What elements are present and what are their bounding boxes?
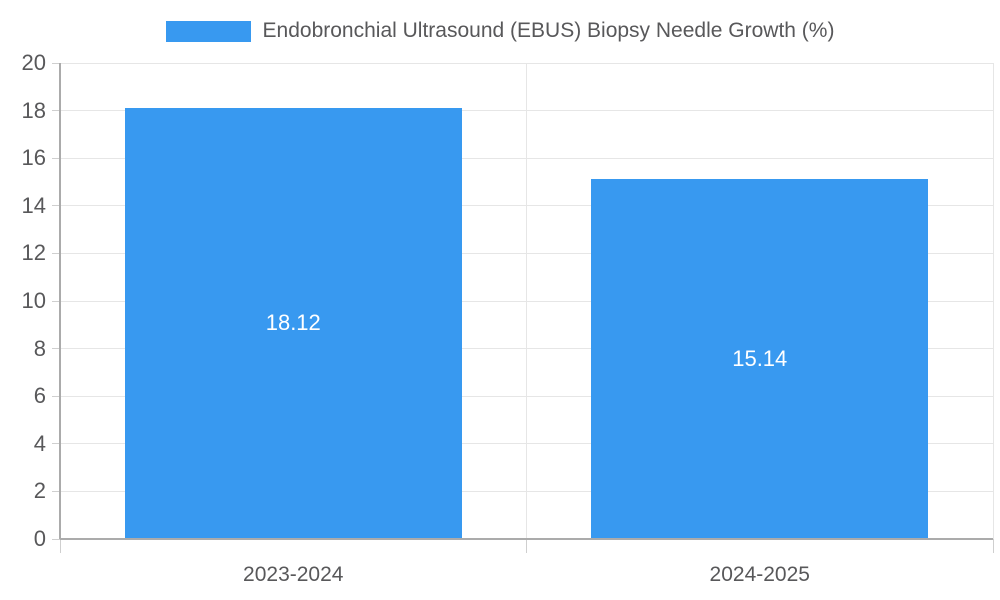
y-tick-mark — [52, 252, 60, 254]
x-tick-mark — [992, 539, 994, 553]
y-tick-label: 2 — [33, 478, 46, 504]
bar-value-label: 18.12 — [265, 310, 321, 336]
y-tick-mark — [52, 443, 60, 445]
bar — [124, 107, 462, 538]
y-tick-mark — [52, 348, 60, 350]
y-tick-mark — [52, 538, 60, 540]
x-axis-line — [60, 538, 993, 540]
x-tick-label: 2023-2024 — [243, 563, 344, 586]
y-tick-mark — [52, 490, 60, 492]
y-tick-label: 6 — [33, 383, 46, 409]
x-tick-mark — [526, 539, 527, 553]
y-tick-mark — [52, 157, 60, 159]
legend: Endobronchial Ultrasound (EBUS) Biopsy N… — [0, 18, 1000, 44]
bar — [591, 178, 929, 538]
y-tick-label: 10 — [21, 288, 46, 313]
y-tick-mark — [52, 62, 60, 64]
legend-swatch — [165, 20, 251, 42]
separator-line — [992, 63, 994, 539]
y-tick-label: 20 — [21, 50, 46, 75]
y-tick-label: 16 — [21, 145, 46, 171]
y-tick-mark — [52, 205, 60, 207]
x-tick-label: 2024-2025 — [709, 563, 810, 586]
y-tick-label: 4 — [33, 430, 46, 456]
bar-value-label: 15.14 — [732, 345, 788, 371]
separator-line — [526, 63, 527, 539]
legend-label: Endobronchial Ultrasound (EBUS) Biopsy N… — [262, 19, 835, 42]
x-tick-mark — [59, 539, 61, 553]
y-tick-label: 12 — [21, 240, 46, 266]
y-tick-mark — [52, 300, 60, 302]
y-tick-mark — [52, 110, 60, 112]
y-tick-label: 14 — [21, 192, 46, 218]
y-tick-mark — [52, 395, 60, 397]
y-tick-label: 0 — [33, 526, 46, 551]
y-tick-label: 18 — [21, 97, 46, 123]
y-tick-label: 8 — [33, 335, 46, 361]
y-axis-line — [59, 63, 61, 539]
